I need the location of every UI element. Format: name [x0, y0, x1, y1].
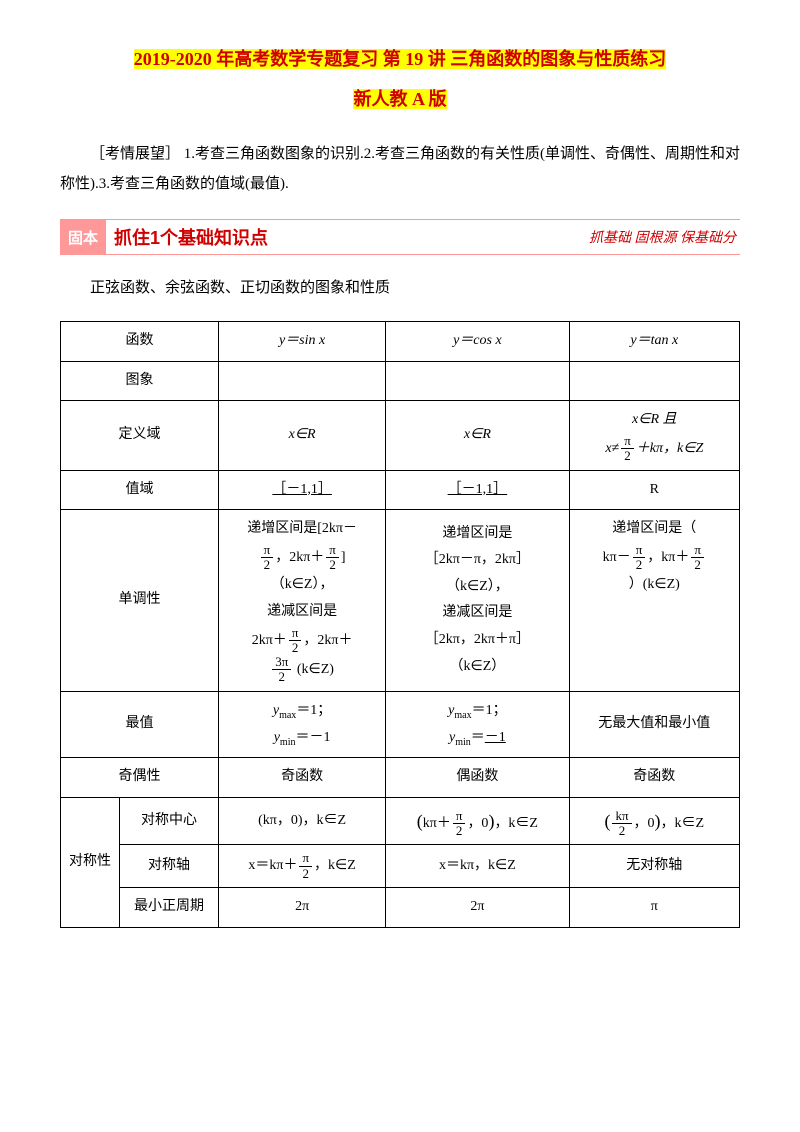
intro-paragraph: ［考情展望］ 1.考查三角函数图象的识别.2.考查三角函数的有关性质(单调性、奇… [60, 139, 740, 199]
table-row: 图象 [61, 361, 740, 401]
domain-tan: x∈R 且 x≠π2＋kπ，k∈Z [569, 401, 739, 470]
table-row: 定义域 x∈R x∈R x∈R 且 x≠π2＋kπ，k∈Z [61, 401, 740, 470]
parity-sin: 奇函数 [219, 758, 386, 798]
ext-tan: 无最大值和最小值 [569, 691, 739, 758]
table-row: 单调性 递增区间是[2kπ－ π2，2kπ＋π2] （k∈Z）， 递减区间是 2… [61, 510, 740, 692]
label-sym-axis: 对称轴 [120, 845, 219, 888]
label-sym-center: 对称中心 [120, 797, 219, 845]
label-mono: 单调性 [61, 510, 219, 692]
parity-tan: 奇函数 [569, 758, 739, 798]
label-period: 最小正周期 [120, 888, 219, 928]
ext-sin: ymax＝1； ymin＝－1 [219, 691, 386, 758]
section-badge: 固本 [60, 220, 106, 254]
doc-title: 2019-2020 年高考数学专题复习 第 19 讲 三角函数的图象与性质练习 … [60, 40, 740, 119]
label-graph: 图象 [61, 361, 219, 401]
range-sin: ［－1,1］ [219, 470, 386, 510]
table-row: 对称轴 x＝kπ＋π2，k∈Z x＝kπ，k∈Z 无对称轴 [61, 845, 740, 888]
label-domain: 定义域 [61, 401, 219, 470]
section-bar: 固本 抓住1个基础知识点 抓基础 固根源 保基础分 [60, 219, 740, 255]
table-row: 值域 ［－1,1］ ［－1,1］ R [61, 470, 740, 510]
section-subtitle: 抓基础 固根源 保基础分 [589, 227, 736, 247]
label-extreme: 最值 [61, 691, 219, 758]
table-row: 最小正周期 2π 2π π [61, 888, 740, 928]
syma-sin: x＝kπ＋π2，k∈Z [219, 845, 386, 888]
ext-cos: ymax＝1； ymin＝－1 [386, 691, 569, 758]
mono-cos: 递增区间是 ［2kπ－π，2kπ］ （k∈Z）， 递减区间是 ［2kπ，2kπ＋… [386, 510, 569, 692]
range-cos: ［－1,1］ [386, 470, 569, 510]
symc-cos: (kπ＋π2，0)，k∈Z [386, 797, 569, 845]
period-sin: 2π [219, 888, 386, 928]
syma-cos: x＝kπ，k∈Z [386, 845, 569, 888]
header-sin: y＝sin x [219, 322, 386, 362]
syma-tan: 无对称轴 [569, 845, 739, 888]
table-row: 对称性 对称中心 (kπ，0)，k∈Z (kπ＋π2，0)，k∈Z (kπ2，0… [61, 797, 740, 845]
table-row: 最值 ymax＝1； ymin＝－1 ymax＝1； ymin＝－1 无最大值和… [61, 691, 740, 758]
period-tan: π [569, 888, 739, 928]
header-func: 函数 [61, 322, 219, 362]
label-parity: 奇偶性 [61, 758, 219, 798]
label-symmetry: 对称性 [61, 797, 120, 927]
header-cos: y＝cos x [386, 322, 569, 362]
label-range: 值域 [61, 470, 219, 510]
mono-tan: 递增区间是（ kπ－π2，kπ＋π2 ）(k∈Z) [569, 510, 739, 692]
period-cos: 2π [386, 888, 569, 928]
table-row: 函数 y＝sin x y＝cos x y＝tan x [61, 322, 740, 362]
range-tan: R [569, 470, 739, 510]
section-title: 抓住1个基础知识点 [114, 224, 589, 250]
mono-sin: 递增区间是[2kπ－ π2，2kπ＋π2] （k∈Z）， 递减区间是 2kπ＋π… [219, 510, 386, 692]
symc-tan: (kπ2，0)，k∈Z [569, 797, 739, 845]
table-row: 奇偶性 奇函数 偶函数 奇函数 [61, 758, 740, 798]
domain-cos: x∈R [386, 401, 569, 470]
title-line-2: 新人教 A 版 [353, 89, 446, 109]
symc-sin: (kπ，0)，k∈Z [219, 797, 386, 845]
section-lead: 正弦函数、余弦函数、正切函数的图象和性质 [60, 273, 740, 303]
title-line-1: 2019-2020 年高考数学专题复习 第 19 讲 三角函数的图象与性质练习 [134, 49, 667, 69]
properties-table: 函数 y＝sin x y＝cos x y＝tan x 图象 定义域 x∈R x∈… [60, 321, 740, 927]
parity-cos: 偶函数 [386, 758, 569, 798]
header-tan: y＝tan x [569, 322, 739, 362]
domain-sin: x∈R [219, 401, 386, 470]
